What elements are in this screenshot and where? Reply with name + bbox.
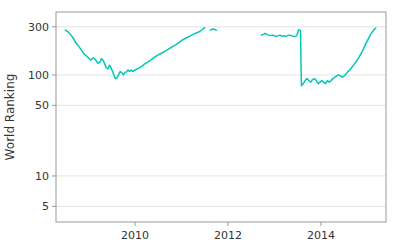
y-tick: [52, 206, 56, 207]
y-tick-label: 100: [28, 69, 49, 82]
y-tick: [52, 175, 56, 176]
x-tick: [135, 222, 136, 226]
y-tick: [52, 26, 56, 27]
y-tick-label: 10: [35, 170, 49, 183]
grid-line: [56, 105, 386, 106]
grid-line: [56, 175, 386, 176]
y-axis-label: World Ranking: [3, 74, 17, 161]
x-tick-label: 2010: [121, 229, 149, 242]
x-tick: [320, 222, 321, 226]
grid-line: [56, 206, 386, 207]
y-tick-label: 300: [28, 21, 49, 34]
y-tick-label: 5: [42, 200, 49, 213]
x-tick: [227, 222, 228, 226]
chart: 5 10 50 100 300 2010 2012 2014 World Ranking: [0, 0, 400, 250]
plot-frame: [56, 12, 386, 222]
y-tick-label: 50: [35, 99, 49, 112]
x-tick-label: 2014: [307, 229, 335, 242]
grid-line: [56, 26, 386, 27]
data-line: [65, 28, 375, 86]
y-tick: [52, 105, 56, 106]
y-tick: [52, 74, 56, 75]
plot-area: [65, 28, 375, 86]
x-tick-label: 2012: [214, 229, 242, 242]
